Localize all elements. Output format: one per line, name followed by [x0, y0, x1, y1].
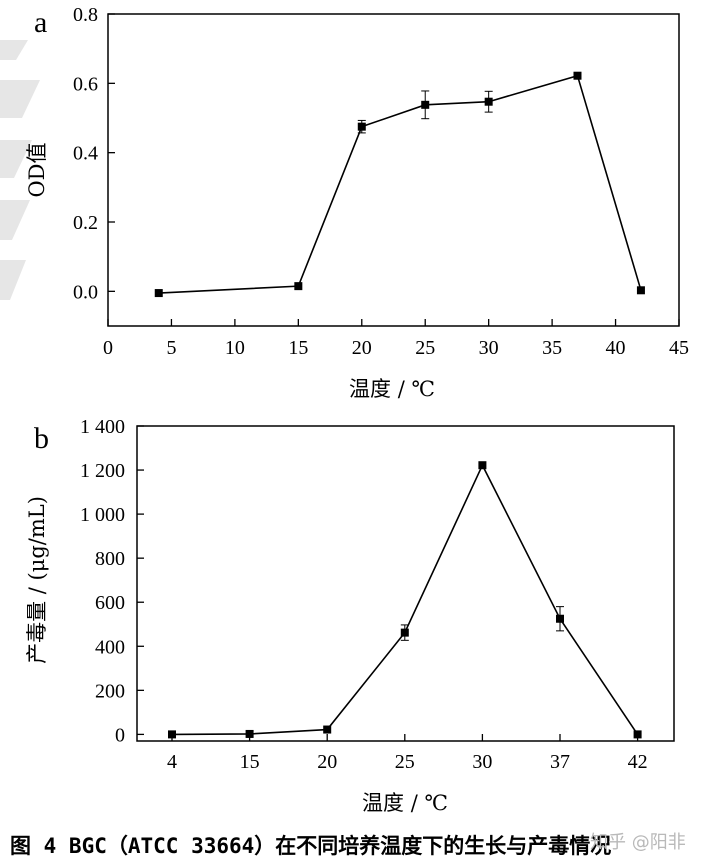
panel-a-data-point	[294, 282, 303, 291]
panel-b-series-line	[171, 463, 639, 736]
panel-a: a 0 5 10 15 20 25 30 35 40 45 0.0 0.2 0.4 0.6 0.8 温度 …	[25, 4, 689, 401]
panel-b-y-tick-label: 800	[95, 548, 125, 570]
panel-b-letter: b	[34, 422, 49, 455]
panel-a-markers	[154, 71, 645, 298]
panel-b-x-tick-label: 42	[628, 751, 648, 773]
panel-b-x-axis: 4 15 20 25 30 37 42	[167, 734, 648, 773]
panel-a-x-tick-label: 45	[669, 337, 689, 359]
panel-a-letter: a	[34, 6, 47, 39]
panel-a-x-tick-label: 5	[166, 337, 176, 359]
panel-b-x-tick-label: 30	[472, 751, 492, 773]
panel-a-series-line	[158, 74, 642, 294]
panel-b-y-tick-label: 1 000	[80, 504, 125, 526]
panel-a-x-tick-label: 30	[479, 337, 499, 359]
panel-b-x-tick-label: 4	[167, 751, 177, 773]
watermark: 知乎 @阳非	[590, 832, 686, 853]
panel-a-data-point	[357, 122, 366, 131]
decorative-chevrons	[0, 40, 40, 300]
panel-b-error-bars	[400, 606, 564, 641]
panel-b-y-tick-label: 1 200	[80, 460, 125, 482]
panel-b-data-point	[556, 614, 564, 623]
panel-b-data-point	[168, 730, 176, 739]
panel-a-data-point	[421, 100, 430, 109]
panel-a-y-axis-title: OD值	[25, 142, 49, 197]
panel-a-x-tick-label: 10	[225, 337, 245, 359]
panel-a-data-point	[154, 289, 163, 298]
panel-b-markers	[168, 461, 642, 739]
panel-a-x-tick-label: 20	[352, 337, 372, 359]
panel-b-y-tick-label: 200	[95, 680, 125, 702]
panel-b-data-point	[400, 628, 409, 637]
panel-b-y-axis-title: 产毒量 / (μg/mL)	[25, 496, 49, 664]
panel-a-x-tick-label: 25	[415, 337, 435, 359]
panel-b-y-tick-label: 1 400	[80, 416, 125, 438]
panel-a-plot-frame	[107, 13, 680, 327]
figure-caption: 图 4 BGC（ATCC 33664）在不同培养温度下的生长与产毒情况	[10, 834, 612, 858]
panel-a-x-tick-label: 35	[542, 337, 562, 359]
panel-a-data-point	[484, 97, 493, 106]
panel-b-x-tick-label: 15	[240, 751, 260, 773]
panel-b-x-tick-label: 37	[550, 751, 570, 773]
panel-a-y-tick-label: 0.0	[73, 281, 98, 303]
panel-a-x-axis: 0 5 10 15 20 25 30 35 40 45	[103, 319, 689, 359]
panel-b-data-point	[633, 730, 642, 739]
panel-b-y-tick-label: 0	[115, 724, 125, 746]
panel-a-data-point	[573, 71, 582, 80]
panel-a-y-tick-label: 0.2	[73, 212, 98, 234]
panel-a-data-point	[636, 286, 645, 295]
panel-a-x-tick-label: 0	[103, 337, 113, 359]
panel-b-x-axis-title: 温度 / ℃	[362, 791, 448, 815]
panel-a-error-bars	[357, 90, 493, 134]
panel-b-data-point	[245, 729, 254, 738]
panel-a-x-axis-title: 温度 / ℃	[349, 377, 435, 401]
panel-a-y-tick-label: 0.8	[73, 4, 98, 26]
panel-a-y-axis: 0.0 0.2 0.4 0.6 0.8	[73, 4, 115, 303]
panel-b-x-tick-label: 25	[395, 751, 415, 773]
panel-b-y-axis: 0 200 400 600 800 1 000 1 200 1 400	[80, 416, 144, 746]
panel-b-x-tick-label: 20	[317, 751, 337, 773]
panel-a-x-tick-label: 40	[606, 337, 626, 359]
panel-a-y-tick-label: 0.6	[73, 73, 98, 95]
panel-b-y-tick-label: 400	[95, 636, 125, 658]
panel-a-x-tick-label: 15	[288, 337, 308, 359]
panel-b-y-tick-label: 600	[95, 592, 125, 614]
panel-b: b 4 15 20 25 30 37 42 0 200 400 600 800 1 000 1 200 1…	[25, 416, 675, 815]
panel-b-data-point	[323, 725, 332, 734]
panel-b-data-point	[478, 461, 487, 470]
panel-b-plot-frame	[136, 425, 675, 742]
panel-a-y-tick-label: 0.4	[73, 143, 98, 165]
